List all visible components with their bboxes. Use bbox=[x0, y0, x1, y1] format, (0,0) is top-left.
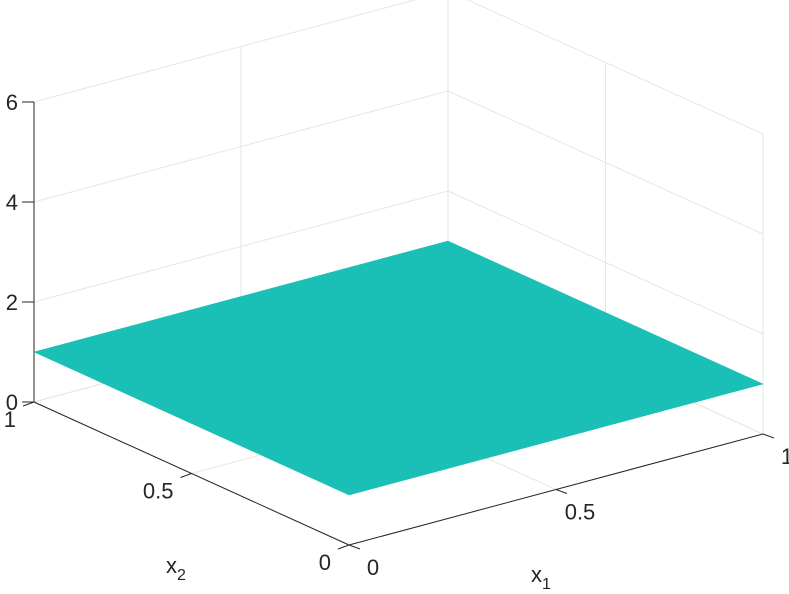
x-tick-label-1: 0.5 bbox=[565, 500, 596, 525]
y-axis-tick-1 bbox=[180, 473, 192, 478]
grid-line-back-z-1 bbox=[33, 190, 449, 303]
z-tick-label-3: 6 bbox=[6, 90, 18, 115]
x-tick-label-2: 1 bbox=[781, 444, 789, 469]
axes bbox=[22, 101, 775, 550]
y-axis-tick-2 bbox=[22, 401, 35, 407]
y-axis-tick-0 bbox=[337, 544, 350, 550]
y-axis-label-subscript: 2 bbox=[177, 567, 186, 584]
x-axis-label-subscript: 1 bbox=[542, 576, 551, 593]
y-tick-label-2: 1 bbox=[4, 407, 16, 432]
grid-line-side-z-2 bbox=[447, 90, 764, 235]
y-tick-label-0: 0 bbox=[319, 550, 331, 575]
grid-line-back-z-2 bbox=[33, 90, 449, 203]
z-tick-label-0: 0 bbox=[6, 390, 18, 415]
grid-line-back-z-3 bbox=[33, 0, 417, 103]
axis-labels: x1 x2 bbox=[166, 553, 551, 593]
surface-patch-0-0 bbox=[33, 240, 764, 496]
grid-line-side-z-3 bbox=[466, 0, 764, 135]
x-axis-tick-2 bbox=[762, 433, 775, 439]
x-tick-label-0: 0 bbox=[367, 555, 379, 580]
surface bbox=[33, 240, 764, 496]
y-axis-label-main: x bbox=[166, 553, 177, 578]
x-axis-tick-0 bbox=[348, 544, 361, 550]
x-axis-label: x1 bbox=[531, 562, 551, 593]
z-tick-label-1: 2 bbox=[6, 290, 18, 315]
y-axis-label: x2 bbox=[166, 553, 186, 584]
z-tick-label-2: 4 bbox=[6, 190, 18, 215]
x-axis-tick-1 bbox=[555, 489, 568, 494]
x-axis-label-main: x bbox=[531, 562, 542, 587]
grid-line-side-z-1 bbox=[447, 190, 764, 335]
y-tick-label-1: 0.5 bbox=[143, 479, 174, 504]
